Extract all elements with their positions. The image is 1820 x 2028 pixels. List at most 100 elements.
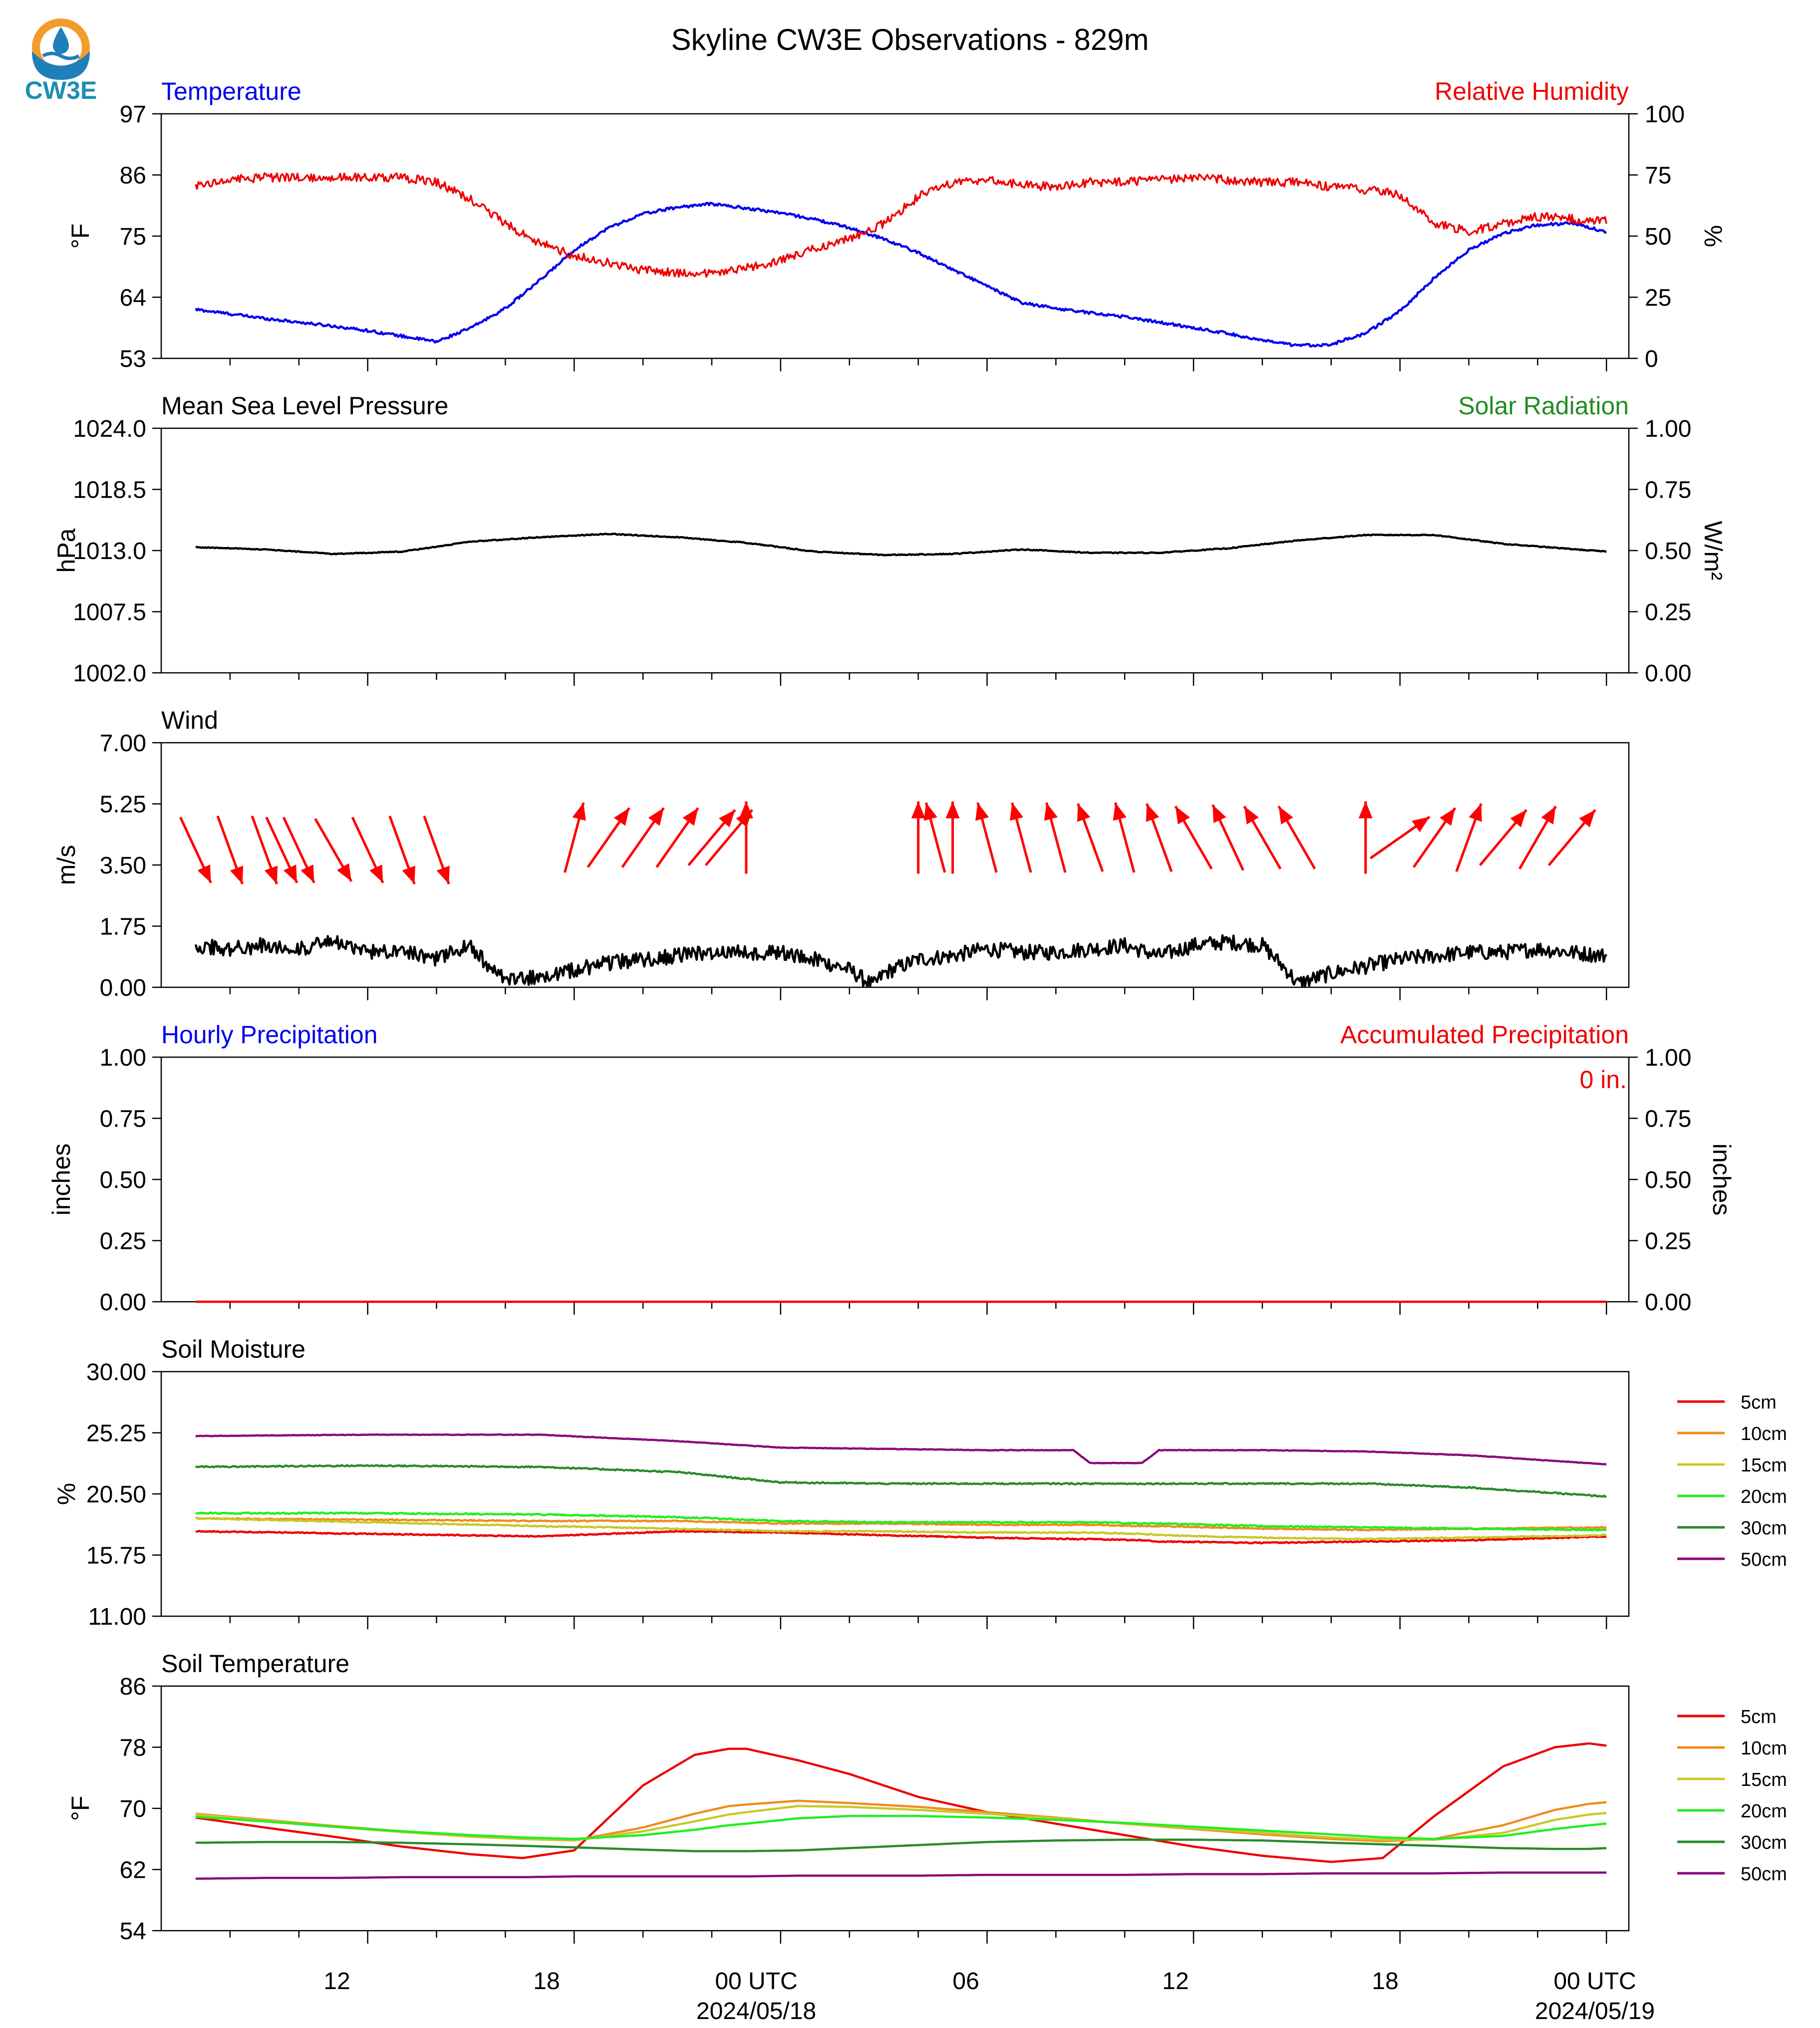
y-tick-label: 5.25 bbox=[100, 792, 146, 818]
wind-arrow-head bbox=[1412, 817, 1430, 833]
y-tick-label-right: 0.50 bbox=[1645, 1167, 1691, 1193]
y-tick-label: 62 bbox=[120, 1857, 146, 1884]
wind-arrow-head bbox=[1541, 806, 1556, 825]
wind-arrow-head bbox=[1044, 802, 1058, 821]
y-tick-label-right: 1.00 bbox=[1645, 416, 1691, 442]
wind-arrow-head bbox=[1469, 803, 1482, 822]
y-tick-label-right: 0.00 bbox=[1645, 660, 1691, 687]
y-tick-label: 1002.0 bbox=[73, 660, 146, 687]
y-axis-label: hPa bbox=[52, 528, 80, 573]
panel-title-right: Relative Humidity bbox=[1435, 77, 1629, 105]
soil-temperature-panel: 54 62 70 78 86 °F Soil Temperature 5cm 10cm 15cm 2… bbox=[66, 1650, 1787, 1945]
y-tick-label: 0.25 bbox=[100, 1228, 146, 1255]
y-tick-label: 11.00 bbox=[88, 1604, 146, 1630]
time-tick-label: 12 bbox=[323, 1968, 350, 1995]
wind-arrow-head bbox=[1358, 801, 1373, 819]
y-tick-label: 1007.5 bbox=[73, 599, 146, 626]
wind-arrow-head bbox=[648, 808, 664, 826]
wind-arrow-head bbox=[1146, 803, 1160, 822]
wind-arrow-head bbox=[1175, 806, 1190, 825]
y-tick-label: 86 bbox=[120, 1674, 146, 1700]
y-tick-label: 0.75 bbox=[100, 1106, 146, 1133]
series-line-30cm bbox=[195, 1838, 1607, 1853]
y-axis-label: inches bbox=[47, 1144, 75, 1216]
date-label: 2024/05/19 bbox=[1535, 1998, 1655, 2025]
panel-title-left: Mean Sea Level Pressure bbox=[161, 392, 448, 420]
temperature-humidity-panel: 53 64 75 86 97 0 25 50 75 100 °F % Temperature Relati… bbox=[66, 77, 1727, 372]
wind-arrow-head bbox=[1009, 802, 1023, 821]
legend-label: 50cm bbox=[1741, 1864, 1787, 1885]
y-tick-label-right: 1.00 bbox=[1645, 1045, 1691, 1071]
wind-arrow-head bbox=[1278, 806, 1293, 825]
y-tick-label-right: 0.75 bbox=[1645, 1106, 1691, 1133]
series-line-5cm bbox=[195, 1529, 1607, 1545]
y-tick-label: 0.00 bbox=[100, 975, 146, 1001]
panel-title-left: Soil Moisture bbox=[161, 1335, 305, 1363]
wind-arrow-head bbox=[1510, 810, 1526, 828]
y-tick-label: 7.00 bbox=[100, 730, 146, 757]
y-axis-label-right: inches bbox=[1708, 1144, 1736, 1216]
y-tick-label: 1013.0 bbox=[73, 538, 146, 565]
y-tick-label-right: 25 bbox=[1645, 285, 1671, 311]
y-tick-label: 64 bbox=[120, 285, 146, 311]
y-tick-label-right: 0.75 bbox=[1645, 477, 1691, 504]
wind-arrow-head bbox=[1579, 810, 1595, 828]
wind-arrow-head bbox=[1213, 805, 1226, 824]
legend-label: 20cm bbox=[1741, 1801, 1787, 1822]
logo-text: CW3E bbox=[25, 76, 97, 104]
wind-arrow-head bbox=[572, 802, 586, 821]
series-line-0 bbox=[195, 202, 1607, 348]
y-axis-label-right: % bbox=[1699, 225, 1727, 247]
wind-arrow-head bbox=[197, 864, 211, 883]
accumulated-total-label: 0 in. bbox=[1579, 1066, 1627, 1094]
wind-arrow-head bbox=[264, 866, 278, 884]
legend-label: 10cm bbox=[1741, 1738, 1787, 1759]
y-tick-label: 0.00 bbox=[100, 1289, 146, 1316]
panel-title-left: Hourly Precipitation bbox=[161, 1021, 378, 1049]
y-axis-label: % bbox=[52, 1483, 80, 1505]
y-tick-label: 1.00 bbox=[100, 1045, 146, 1071]
y-tick-label: 86 bbox=[120, 163, 146, 189]
series-line-20cm bbox=[195, 1815, 1607, 1840]
series-line-15cm bbox=[195, 1805, 1607, 1842]
legend-label: 5cm bbox=[1741, 1707, 1777, 1728]
legend-label: 20cm bbox=[1741, 1486, 1787, 1507]
series-line-0 bbox=[194, 934, 1607, 988]
series-line-30cm bbox=[195, 1464, 1607, 1498]
time-tick-label: 06 bbox=[952, 1968, 979, 1995]
legend-label: 5cm bbox=[1741, 1392, 1777, 1413]
y-tick-label: 20.50 bbox=[86, 1481, 146, 1508]
time-tick-label: 00 UTC bbox=[715, 1968, 797, 1995]
panel-title-right: Accumulated Precipitation bbox=[1340, 1021, 1629, 1049]
precipitation-panel: 0.00 0.25 0.50 0.75 1.00 0.00 0.25 0.50 0.75 1.00… bbox=[47, 1021, 1736, 1316]
y-tick-label-right: 0.25 bbox=[1645, 599, 1691, 626]
wind-arrow-head bbox=[613, 808, 629, 826]
y-tick-label: 30.00 bbox=[86, 1359, 146, 1386]
series-line-10cm bbox=[195, 1516, 1607, 1532]
y-tick-label-right: 0.00 bbox=[1645, 1289, 1691, 1316]
y-tick-label: 54 bbox=[120, 1918, 146, 1945]
series-line-20cm bbox=[195, 1511, 1607, 1532]
legend-label: 30cm bbox=[1741, 1518, 1787, 1539]
panel-title-left: Soil Temperature bbox=[161, 1650, 349, 1678]
y-tick-label: 1024.0 bbox=[73, 416, 146, 442]
time-tick-label: 12 bbox=[1162, 1968, 1189, 1995]
wind-arrow-head bbox=[739, 801, 753, 819]
logo-ocean-icon bbox=[32, 51, 90, 80]
panel-title-left: Wind bbox=[161, 706, 218, 734]
wind-arrow-head bbox=[1244, 806, 1259, 825]
figure-title: Skyline CW3E Observations - 829m bbox=[671, 23, 1149, 56]
panel-title-right: Solar Radiation bbox=[1458, 392, 1629, 420]
wind-arrow-head bbox=[682, 808, 698, 826]
y-tick-label: 3.50 bbox=[100, 853, 146, 879]
y-tick-label: 1.75 bbox=[100, 914, 146, 940]
legend-label: 15cm bbox=[1741, 1455, 1787, 1476]
legend-label: 10cm bbox=[1741, 1424, 1787, 1445]
legend-label: 15cm bbox=[1741, 1769, 1787, 1790]
time-axis: 12 18 00 UTC 06 12 18 00 UTC 2024/05/18 … bbox=[323, 1968, 1655, 2025]
series-line-0 bbox=[195, 533, 1607, 557]
logo-drop-icon bbox=[53, 27, 69, 54]
y-tick-label: 15.75 bbox=[86, 1543, 146, 1569]
plot-frame bbox=[160, 1371, 1630, 1617]
date-label: 2024/05/18 bbox=[696, 1998, 816, 2025]
